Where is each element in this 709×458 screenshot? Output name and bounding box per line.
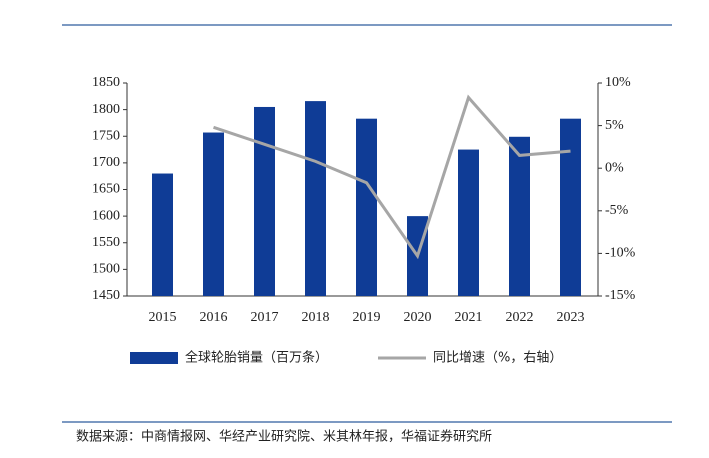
bar bbox=[560, 118, 581, 297]
bar bbox=[509, 136, 530, 296]
legend-label: 全球轮胎销量（百万条） bbox=[185, 350, 328, 366]
bar bbox=[254, 106, 275, 297]
y-tick-label: 1650 bbox=[92, 182, 120, 197]
y2-tick-label: -5% bbox=[605, 203, 629, 218]
y-tick-label: 1750 bbox=[92, 128, 120, 143]
source-note: 数据来源：中商情报网、华经产业研究院、米其林年报，华福证券研究所 bbox=[76, 429, 492, 445]
bar bbox=[203, 132, 224, 296]
x-tick-label: 2016 bbox=[200, 310, 228, 325]
x-tick-label: 2022 bbox=[506, 310, 534, 325]
y-tick-label: 1500 bbox=[92, 262, 120, 277]
bar bbox=[152, 173, 173, 296]
x-tick-label: 2020 bbox=[404, 310, 432, 325]
x-tick-label: 2015 bbox=[149, 310, 177, 325]
y-tick-label: 1550 bbox=[92, 235, 120, 250]
bar bbox=[458, 149, 479, 296]
y2-tick-label: 5% bbox=[605, 118, 624, 133]
x-tick-label: 2023 bbox=[557, 310, 585, 325]
line bbox=[213, 94, 571, 260]
x-tick-label: 2018 bbox=[302, 310, 330, 325]
y2-tick-label: -15% bbox=[605, 288, 636, 303]
y2-tick-label: -10% bbox=[605, 246, 636, 261]
legend-swatch bbox=[130, 352, 178, 364]
x-tick-label: 2019 bbox=[353, 310, 381, 325]
y-tick-label: 1850 bbox=[92, 75, 120, 90]
x-tick-label: 2017 bbox=[251, 310, 279, 325]
y-tick-label: 1450 bbox=[92, 288, 120, 303]
y-tick-label: 1600 bbox=[92, 208, 120, 223]
y-tick-label: 1700 bbox=[92, 155, 120, 170]
y2-tick-label: 10% bbox=[605, 75, 631, 90]
x-tick-label: 2021 bbox=[455, 310, 483, 325]
legend-label: 同比增速（%，右轴） bbox=[433, 351, 562, 366]
bar bbox=[356, 118, 377, 297]
bar bbox=[305, 101, 326, 296]
y-tick-label: 1800 bbox=[92, 102, 120, 117]
y2-tick-label: 0% bbox=[605, 160, 624, 175]
